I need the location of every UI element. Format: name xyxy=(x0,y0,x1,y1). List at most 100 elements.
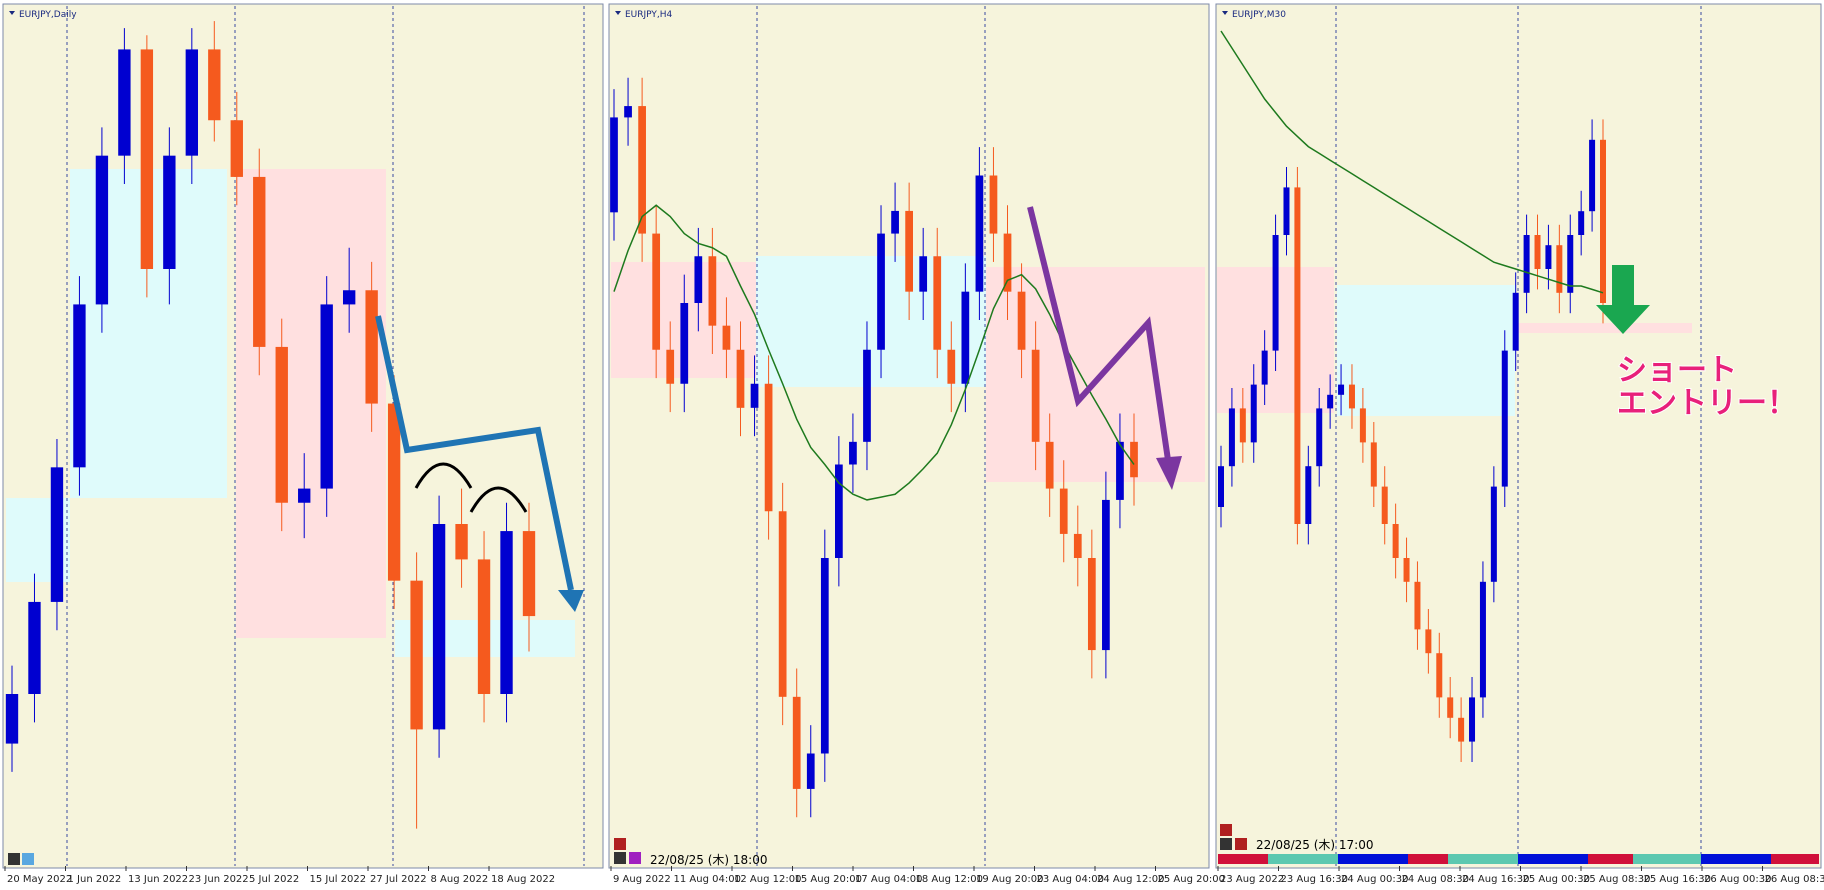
arrow-head xyxy=(558,590,584,612)
candle-body xyxy=(1523,235,1530,293)
candle-body xyxy=(365,290,378,404)
candle-body xyxy=(1436,653,1443,698)
candle-body xyxy=(1589,139,1596,212)
x-tick-label: 25 Aug 08:30 xyxy=(1583,874,1650,885)
entry-arrow-head xyxy=(1596,305,1650,334)
moving-average xyxy=(613,204,1135,501)
candle-body xyxy=(652,233,661,350)
candle-body xyxy=(5,694,19,744)
timestamp: 22/08/25 (木) 17:00 xyxy=(1256,838,1373,852)
candle-body xyxy=(410,580,423,730)
x-tick-label: 24 Aug 12:00 xyxy=(1097,874,1164,885)
x-tick-label: 24 Aug 00:30 xyxy=(1341,874,1408,885)
candle-body xyxy=(905,210,913,292)
candle-body xyxy=(1512,292,1519,351)
candle-body xyxy=(961,291,970,384)
x-tick-label: 18 Aug 2022 xyxy=(491,874,555,885)
candle-body xyxy=(1087,558,1096,651)
candle-body xyxy=(477,559,491,694)
icon xyxy=(1235,838,1247,850)
icon xyxy=(1220,838,1232,850)
session-bar xyxy=(1268,854,1338,864)
candle-body xyxy=(432,524,446,730)
candle-body xyxy=(708,256,717,326)
x-tick-label: 15 Jul 2022 xyxy=(310,874,367,885)
candle-body xyxy=(230,120,243,177)
candle-body xyxy=(1381,486,1388,524)
candle-body xyxy=(1556,245,1563,293)
candle-body xyxy=(1479,581,1486,698)
session-bar xyxy=(1218,854,1268,864)
candle-body xyxy=(342,290,356,305)
panel-title: EURJPY,Daily xyxy=(19,10,77,20)
moving-average xyxy=(1220,30,1604,294)
icon xyxy=(22,853,34,865)
x-tick-label: 1 Jun 2022 xyxy=(68,874,122,885)
candle-body xyxy=(1228,408,1235,467)
candle-body xyxy=(275,346,288,503)
x-tick-label: 8 Aug 2022 xyxy=(431,874,489,885)
menu-arrow xyxy=(9,11,15,15)
x-tick-label: 24 Aug 16:30 xyxy=(1462,874,1529,885)
session-bar xyxy=(1338,854,1408,864)
candle-body xyxy=(891,210,899,234)
session-bar xyxy=(1518,854,1588,864)
candle-body xyxy=(1414,581,1421,630)
candle-body xyxy=(947,349,956,384)
session-bar xyxy=(1701,854,1771,864)
candle-body xyxy=(208,49,221,121)
x-tick-label: 23 Aug 04:00 xyxy=(1037,874,1104,885)
icon xyxy=(614,838,626,850)
x-tick-label: 15 Aug 20:00 xyxy=(795,874,862,885)
timestamp: 22/08/25 (木) 18:00 xyxy=(650,853,767,867)
candle-body xyxy=(1348,384,1355,409)
x-tick-label: 13 Jun 2022 xyxy=(128,874,188,885)
arrow-head xyxy=(1156,456,1182,490)
supply-zone xyxy=(1518,323,1692,333)
session-bar xyxy=(1771,854,1819,864)
shoulder-arc xyxy=(469,486,528,513)
candle-body xyxy=(975,175,984,292)
x-tick-label: 23 Jun 2022 xyxy=(189,874,249,885)
candle-body xyxy=(933,256,942,350)
candle-body xyxy=(750,383,759,408)
candle-body xyxy=(666,349,675,384)
candle-body xyxy=(989,175,998,234)
shoulder-arc xyxy=(414,462,473,489)
icon xyxy=(629,852,641,864)
candle-body xyxy=(1250,384,1257,443)
candle-body xyxy=(1501,350,1508,487)
annotation: エントリー！ xyxy=(1617,386,1797,421)
session-bar xyxy=(1408,854,1448,864)
candle-body xyxy=(185,49,199,156)
candle-body xyxy=(1599,139,1607,303)
candle-body xyxy=(522,531,536,617)
candle-body xyxy=(806,753,815,789)
candle-body xyxy=(1567,235,1574,293)
trend-arrow xyxy=(375,315,574,591)
candle-body xyxy=(863,349,871,442)
session-bar xyxy=(1448,854,1518,864)
candle-body xyxy=(320,304,333,489)
x-tick-label: 27 Jul 2022 xyxy=(370,874,427,885)
candle-body xyxy=(1017,291,1026,350)
candle-body xyxy=(694,256,703,303)
candle-body xyxy=(387,403,401,581)
candle-body xyxy=(778,511,787,697)
candle-body xyxy=(50,467,64,602)
candle-body xyxy=(1425,629,1432,654)
zones xyxy=(6,169,1692,657)
candle-body xyxy=(28,601,41,694)
candle-body xyxy=(835,464,843,558)
x-tick-label: 26 Aug 00:30 xyxy=(1704,874,1771,885)
candle-body xyxy=(298,488,311,503)
candle-body xyxy=(140,49,154,269)
candle-body xyxy=(764,383,773,512)
candle-body xyxy=(1534,235,1541,269)
x-tick-label: 25 Aug 16:30 xyxy=(1644,874,1711,885)
candle-body xyxy=(1338,384,1345,395)
